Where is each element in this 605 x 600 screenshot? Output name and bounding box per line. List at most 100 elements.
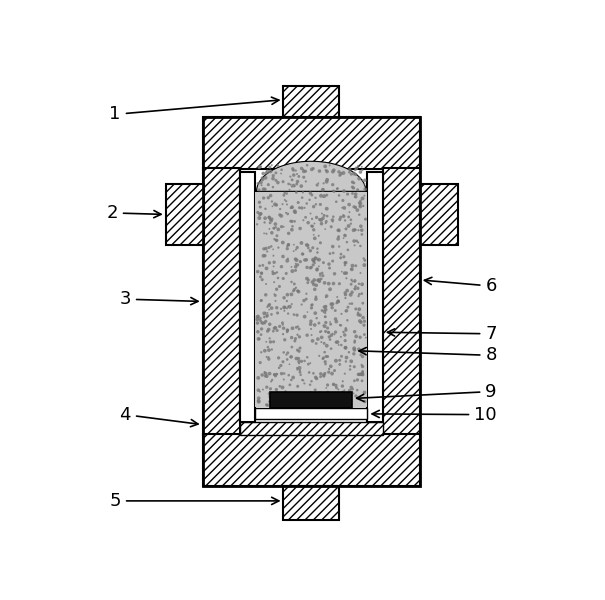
Point bbox=[321, 383, 331, 393]
Point bbox=[299, 203, 309, 212]
Point bbox=[358, 362, 367, 371]
Point bbox=[319, 370, 329, 380]
Point bbox=[254, 397, 264, 407]
Point bbox=[339, 389, 348, 398]
Point bbox=[355, 370, 364, 379]
Point bbox=[340, 260, 350, 270]
Point bbox=[345, 361, 355, 371]
Point bbox=[353, 185, 362, 194]
Point bbox=[316, 200, 325, 209]
Point bbox=[256, 313, 266, 323]
Point bbox=[281, 196, 291, 206]
Point bbox=[291, 262, 301, 272]
Point bbox=[333, 337, 342, 347]
Point bbox=[269, 224, 279, 233]
Point bbox=[302, 331, 312, 340]
Point bbox=[331, 356, 341, 365]
Point bbox=[261, 279, 271, 289]
Point bbox=[283, 398, 293, 408]
Point bbox=[341, 343, 350, 353]
Point bbox=[306, 324, 316, 334]
Point bbox=[283, 302, 293, 311]
Point bbox=[311, 254, 321, 263]
Text: 1: 1 bbox=[110, 97, 279, 124]
Point bbox=[317, 332, 327, 342]
Point bbox=[264, 325, 273, 334]
Point bbox=[323, 387, 333, 397]
Point bbox=[266, 167, 275, 176]
Point bbox=[286, 352, 296, 362]
Point bbox=[306, 380, 315, 389]
Point bbox=[297, 300, 307, 310]
Point bbox=[283, 290, 292, 299]
Point bbox=[332, 184, 342, 194]
Point bbox=[348, 178, 358, 187]
Point bbox=[327, 303, 337, 313]
Point bbox=[302, 160, 312, 170]
Point bbox=[286, 180, 295, 190]
Point bbox=[270, 235, 280, 244]
Point bbox=[339, 233, 348, 243]
Point bbox=[335, 170, 345, 180]
Point bbox=[263, 167, 272, 176]
Point bbox=[333, 234, 343, 244]
Point bbox=[264, 389, 274, 398]
Point bbox=[302, 307, 312, 317]
Point bbox=[331, 327, 341, 337]
Point bbox=[351, 304, 361, 314]
Point bbox=[266, 242, 276, 251]
Point bbox=[335, 355, 344, 365]
Point bbox=[355, 200, 364, 210]
Point bbox=[287, 375, 296, 385]
Point bbox=[355, 210, 364, 220]
Point bbox=[258, 169, 268, 178]
Point bbox=[279, 222, 289, 232]
Point bbox=[326, 222, 336, 232]
Point bbox=[270, 296, 280, 305]
Point bbox=[353, 310, 363, 319]
Point bbox=[351, 391, 361, 401]
Point bbox=[295, 257, 305, 266]
Point bbox=[352, 236, 361, 246]
Point bbox=[309, 260, 318, 269]
Point bbox=[351, 190, 361, 199]
Point bbox=[301, 176, 310, 186]
Point bbox=[312, 400, 322, 409]
Point bbox=[333, 296, 343, 306]
Point bbox=[347, 275, 356, 284]
Point bbox=[320, 347, 330, 357]
Point bbox=[350, 203, 360, 212]
Point bbox=[350, 276, 360, 286]
Point bbox=[332, 197, 341, 206]
Bar bbox=[203, 168, 240, 434]
Point bbox=[341, 224, 351, 233]
Point bbox=[293, 286, 302, 296]
Point bbox=[306, 393, 315, 403]
Point bbox=[316, 191, 326, 200]
Point bbox=[316, 326, 326, 336]
Point bbox=[342, 238, 352, 247]
Point bbox=[315, 269, 325, 279]
Point bbox=[348, 389, 358, 398]
Point bbox=[299, 172, 309, 182]
Point bbox=[302, 352, 312, 362]
Point bbox=[306, 358, 315, 368]
Point bbox=[355, 289, 364, 299]
Point bbox=[312, 180, 322, 190]
Point bbox=[298, 249, 307, 259]
Point bbox=[312, 338, 321, 348]
Point bbox=[333, 385, 343, 394]
Point bbox=[335, 320, 345, 330]
Point bbox=[339, 252, 348, 262]
Point bbox=[329, 186, 338, 196]
Point bbox=[282, 296, 292, 306]
Point bbox=[264, 258, 274, 268]
Point bbox=[313, 244, 322, 253]
Point bbox=[264, 346, 274, 355]
Point bbox=[292, 323, 301, 332]
Point bbox=[303, 241, 313, 250]
Point bbox=[314, 231, 324, 241]
Bar bbox=[255, 191, 367, 407]
Point bbox=[257, 268, 266, 278]
Point bbox=[284, 370, 293, 380]
